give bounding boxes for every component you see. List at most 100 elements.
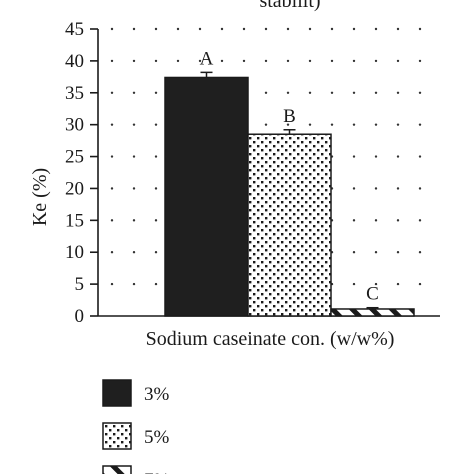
- grid-dot: [352, 123, 356, 126]
- y-tick-label: 0: [75, 306, 85, 327]
- legend-swatch: [102, 465, 132, 474]
- grid-dot: [110, 187, 114, 190]
- grid-dot: [418, 91, 422, 94]
- grid-dot: [264, 27, 268, 31]
- grid-dot: [154, 91, 158, 94]
- grid-dot: [396, 155, 400, 158]
- grid-dot: [176, 27, 180, 31]
- grid-dot: [396, 27, 400, 31]
- grid-dot: [110, 123, 114, 126]
- grid-dot: [418, 219, 422, 222]
- grid-dot: [308, 59, 312, 63]
- grid-dot: [132, 27, 136, 31]
- grid-dot: [352, 282, 356, 286]
- grid-dot: [154, 187, 158, 190]
- grid-dot: [418, 155, 422, 158]
- y-tick-label: 20: [65, 178, 84, 199]
- grid-dot: [220, 59, 224, 63]
- y-tick-label: 15: [65, 210, 84, 231]
- grid-dot: [154, 282, 158, 286]
- legend: 3% 5% 7%: [102, 379, 170, 474]
- grid-dot: [242, 59, 246, 63]
- grid-dot: [154, 251, 158, 254]
- grid-dot: [330, 27, 334, 31]
- grid-dot: [110, 27, 114, 31]
- grid-dot: [132, 91, 136, 94]
- grid-dot: [352, 155, 356, 158]
- y-tick-label: 25: [65, 147, 84, 168]
- grid-dot: [352, 59, 356, 63]
- grid-dot: [396, 123, 400, 126]
- grid-dot: [418, 59, 422, 63]
- grid-dot: [198, 27, 202, 31]
- y-axis-title: Ke (%): [29, 168, 51, 226]
- chart-title: stabilit): [259, 0, 320, 12]
- y-tick-label: 10: [65, 242, 84, 263]
- grid-dot: [132, 219, 136, 222]
- grid-dot: [330, 91, 334, 94]
- grid-dot: [374, 91, 378, 94]
- grid-dot: [110, 155, 114, 158]
- grid-dot: [352, 219, 356, 222]
- grid-dot: [396, 219, 400, 222]
- grid-dot: [242, 27, 246, 31]
- grid-dot: [374, 251, 378, 254]
- grid-dot: [374, 282, 378, 286]
- y-tick-label: 40: [65, 51, 84, 72]
- grid-dot: [308, 27, 312, 31]
- grid-dot: [352, 27, 356, 31]
- grid-dot: [396, 91, 400, 94]
- grid-dot: [264, 91, 268, 94]
- grid-dot: [110, 251, 114, 254]
- grid-dot: [418, 27, 422, 31]
- grid-dot: [330, 123, 334, 126]
- y-tick-label: 30: [65, 115, 84, 136]
- grid-dot: [418, 251, 422, 254]
- grid-dot: [132, 251, 136, 254]
- grid-dot: [330, 59, 334, 63]
- grid-dot: [110, 219, 114, 222]
- grid-dot: [154, 219, 158, 222]
- bars: A B C: [164, 48, 415, 317]
- grid-dot: [374, 219, 378, 222]
- legend-label: 5%: [144, 427, 170, 448]
- grid-dot: [286, 123, 290, 126]
- bar: [164, 76, 249, 317]
- grid-dot: [418, 187, 422, 190]
- grid-dot: [374, 27, 378, 31]
- x-axis-title: Sodium caseinate con. (w/w%): [146, 328, 395, 350]
- grid-dot: [396, 282, 400, 286]
- grid-dot: [418, 282, 422, 286]
- grid-dot: [396, 187, 400, 190]
- grid-dot: [132, 155, 136, 158]
- grid-dot: [132, 123, 136, 126]
- grid-dot: [132, 187, 136, 190]
- grid-dot: [132, 282, 136, 286]
- grid-dot: [154, 123, 158, 126]
- legend-swatch: [102, 379, 132, 407]
- grid-dot: [418, 123, 422, 126]
- grid-dot: [220, 27, 224, 31]
- grid-dot: [352, 251, 356, 254]
- bar-letter-label: A: [200, 48, 214, 69]
- grid-dot: [352, 187, 356, 190]
- grid-dot: [352, 91, 356, 94]
- grid-dot: [264, 123, 268, 126]
- bar: [330, 308, 415, 317]
- legend-swatch: [102, 422, 132, 450]
- grid-dot: [286, 27, 290, 31]
- grid-dot: [308, 123, 312, 126]
- y-tick-label: 45: [65, 19, 84, 40]
- grid-dot: [198, 59, 202, 63]
- grid-dot: [396, 59, 400, 63]
- grid-dot: [286, 91, 290, 94]
- y-axis: 0 5 10 15 20 25 30 35 40 45: [65, 19, 440, 327]
- grid-dot: [154, 155, 158, 158]
- grid-dot: [396, 251, 400, 254]
- legend-label: 3%: [144, 384, 170, 405]
- grid-dot: [374, 155, 378, 158]
- bar: [247, 133, 332, 317]
- grid-dot: [110, 282, 114, 286]
- grid-dot: [110, 59, 114, 63]
